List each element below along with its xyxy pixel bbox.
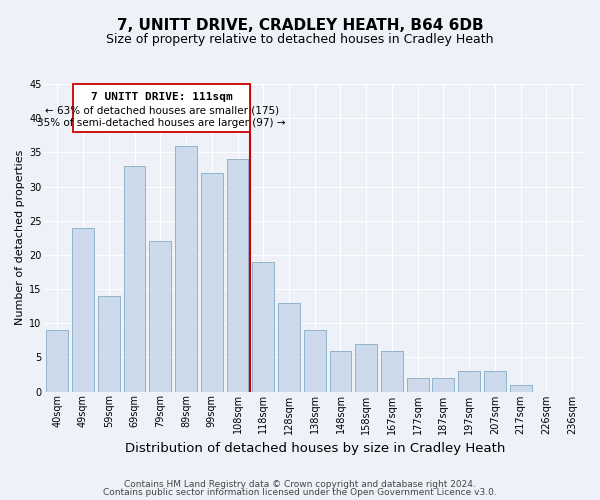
Bar	[381, 350, 403, 392]
Bar	[149, 241, 171, 392]
Bar	[98, 296, 120, 392]
Text: Contains public sector information licensed under the Open Government Licence v3: Contains public sector information licen…	[103, 488, 497, 497]
Text: Size of property relative to detached houses in Cradley Heath: Size of property relative to detached ho…	[106, 32, 494, 46]
Bar	[278, 302, 300, 392]
Y-axis label: Number of detached properties: Number of detached properties	[15, 150, 25, 326]
Text: 35% of semi-detached houses are larger (97) →: 35% of semi-detached houses are larger (…	[37, 118, 286, 128]
Bar	[458, 371, 480, 392]
Bar	[433, 378, 454, 392]
Bar	[227, 159, 248, 392]
Bar	[72, 228, 94, 392]
Bar	[304, 330, 326, 392]
Text: Contains HM Land Registry data © Crown copyright and database right 2024.: Contains HM Land Registry data © Crown c…	[124, 480, 476, 489]
Text: 7, UNITT DRIVE, CRADLEY HEATH, B64 6DB: 7, UNITT DRIVE, CRADLEY HEATH, B64 6DB	[116, 18, 484, 32]
FancyBboxPatch shape	[73, 84, 250, 132]
X-axis label: Distribution of detached houses by size in Cradley Heath: Distribution of detached houses by size …	[125, 442, 505, 455]
Bar	[484, 371, 506, 392]
Text: 7 UNITT DRIVE: 111sqm: 7 UNITT DRIVE: 111sqm	[91, 92, 232, 102]
Bar	[175, 146, 197, 392]
Bar	[201, 173, 223, 392]
Text: ← 63% of detached houses are smaller (175): ← 63% of detached houses are smaller (17…	[44, 106, 278, 116]
Bar	[510, 384, 532, 392]
Bar	[124, 166, 145, 392]
Bar	[329, 350, 352, 392]
Bar	[253, 262, 274, 392]
Bar	[355, 344, 377, 392]
Bar	[46, 330, 68, 392]
Bar	[407, 378, 428, 392]
